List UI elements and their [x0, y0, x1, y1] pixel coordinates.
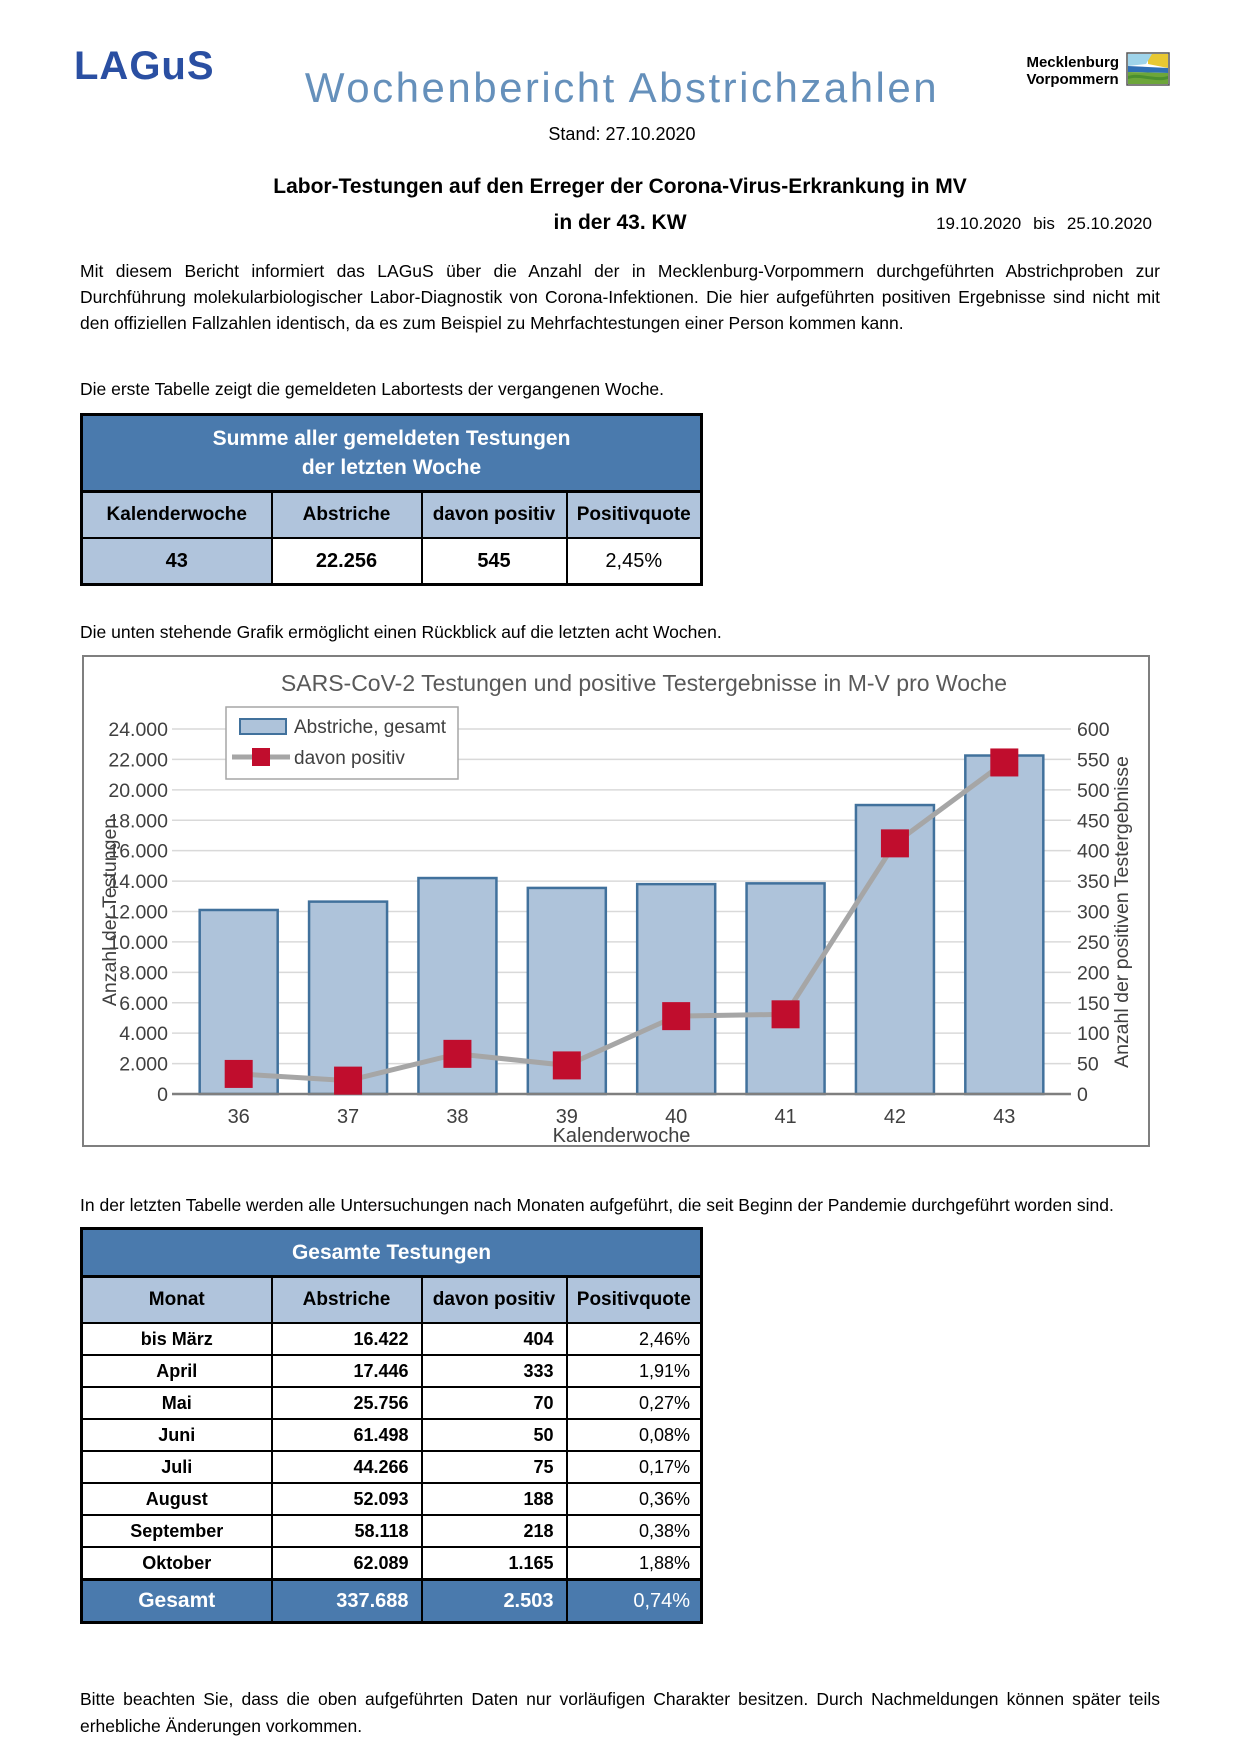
col-header-monat: Monat	[80, 1275, 273, 1325]
footer-note: Bitte beachten Sie, dass die oben aufgef…	[80, 1689, 1160, 1737]
weekly-table-title: Summe aller gemeldeten Testungen der let…	[80, 413, 703, 494]
chart-title: SARS-CoV-2 Testungen und positive Tester…	[281, 670, 1007, 696]
table-row: September 58.118 218 0,38%	[80, 1514, 703, 1549]
table-row: Oktober 62.089 1.165 1,88%	[80, 1546, 703, 1581]
weekly-header-row: Kalenderwoche Abstriche davon positiv Po…	[80, 490, 703, 540]
svg-text:41: 41	[774, 1106, 796, 1128]
line-series-davon-positiv	[238, 760, 1006, 1084]
table-row: Juli 44.266 75 0,17%	[80, 1450, 703, 1485]
mv-landscape-icon	[1126, 52, 1170, 90]
title-block: Wochenbericht Abstrichzahlen Stand: 27.1…	[274, 64, 970, 145]
document-heading: Labor-Testungen auf den Erreger der Coro…	[0, 175, 1240, 235]
chart-caption: Die unten stehende Grafik ermöglicht ein…	[80, 622, 722, 643]
line-markers	[224, 748, 1019, 1096]
svg-text:4.000: 4.000	[119, 1024, 168, 1046]
svg-text:200: 200	[1077, 963, 1110, 985]
svg-text:400: 400	[1077, 841, 1110, 863]
svg-text:6.000: 6.000	[119, 993, 168, 1015]
weekly-table: Summe aller gemeldeten Testungen der let…	[80, 412, 703, 587]
svg-text:20.000: 20.000	[108, 780, 168, 802]
svg-text:600: 600	[1077, 719, 1110, 741]
legend-label-abstriche: Abstriche, gesamt	[294, 717, 447, 738]
svg-text:18.000: 18.000	[108, 811, 168, 833]
y-axis-left-ticks: 0 2.000 4.000 6.000 8.000 10.000 12.000 14.000 1…	[108, 719, 168, 1106]
svg-text:350: 350	[1077, 872, 1110, 894]
table-row: Juni 61.498 50 0,08%	[80, 1418, 703, 1453]
svg-text:43: 43	[993, 1106, 1015, 1128]
col-header-davon-positiv: davon positiv	[420, 490, 568, 540]
col-header-davon-positiv: davon positiv	[420, 1275, 568, 1325]
table-row: bis März 16.422 404 2,46%	[80, 1322, 703, 1357]
svg-text:42: 42	[884, 1106, 906, 1128]
report-title: Wochenbericht Abstrichzahlen	[304, 64, 940, 111]
table-row: April 17.446 333 1,91%	[80, 1354, 703, 1389]
svg-text:39: 39	[556, 1106, 578, 1128]
svg-text:0: 0	[157, 1084, 168, 1106]
svg-text:550: 550	[1077, 750, 1110, 772]
svg-text:500: 500	[1077, 780, 1110, 802]
table-row: Mai 25.756 70 0,27%	[80, 1386, 703, 1421]
legend-swatch-bar	[239, 718, 287, 736]
table-row: August 52.093 188 0,36%	[80, 1482, 703, 1517]
svg-text:450: 450	[1077, 811, 1110, 833]
testungen-chart: SARS-CoV-2 Testungen und positive Tester…	[99, 670, 1133, 1145]
svg-text:10.000: 10.000	[108, 932, 168, 954]
svg-text:40: 40	[665, 1106, 687, 1128]
table1-caption: Die erste Tabelle zeigt die gemeldeten L…	[80, 378, 665, 399]
svg-text:0: 0	[1077, 1084, 1088, 1106]
svg-text:150: 150	[1077, 993, 1110, 1015]
svg-text:24.000: 24.000	[108, 719, 168, 741]
col-header-abstriche: Abstriche	[270, 490, 423, 540]
y-axis-right-ticks: 0 50 100 150 200 250 300 350 400 450 500 550 600	[1077, 719, 1110, 1106]
y-axis-right-label: Anzahl der positiven Testergebnisse	[1111, 757, 1133, 1069]
table2-caption: In der letzten Tabelle werden alle Unter…	[80, 1195, 1114, 1216]
date-range: 19.10.2020 bis 25.10.2020	[936, 214, 1152, 233]
page-header: LAGuS Wochenbericht Abstrichzahlen Stand…	[0, 0, 1240, 145]
mv-logo-text: Mecklenburg Vorpommern	[1026, 53, 1119, 89]
svg-text:50: 50	[1077, 1054, 1099, 1076]
svg-text:16.000: 16.000	[108, 841, 168, 863]
lagus-logo: LAGuS	[74, 44, 215, 88]
heading-line1: Labor-Testungen auf den Erreger der Coro…	[273, 175, 967, 198]
chart-legend: Abstriche, gesamt davon positiv	[225, 706, 459, 781]
svg-text:2.000: 2.000	[119, 1054, 168, 1076]
mv-logo: Mecklenburg Vorpommern	[970, 52, 1170, 90]
weekly-abstriche: 22.256	[270, 537, 423, 586]
col-header-abstriche: Abstriche	[270, 1275, 423, 1325]
svg-text:12.000: 12.000	[108, 902, 168, 924]
total-row: Gesamt 337.688 2.503 0,74%	[80, 1578, 703, 1624]
legend-swatch-marker	[252, 748, 270, 767]
svg-text:14.000: 14.000	[108, 872, 168, 894]
svg-text:22.000: 22.000	[108, 750, 168, 772]
svg-text:38: 38	[446, 1106, 468, 1128]
legend-label-davon-positiv: davon positiv	[294, 748, 405, 769]
svg-text:36: 36	[228, 1106, 250, 1128]
col-header-positivquote: Positivquote	[565, 1275, 703, 1325]
svg-text:37: 37	[337, 1106, 359, 1128]
svg-text:100: 100	[1077, 1024, 1110, 1046]
svg-text:300: 300	[1077, 902, 1110, 924]
intro-paragraph: Mit diesem Bericht informiert das LAGuS …	[80, 261, 1160, 333]
chart-frame: SARS-CoV-2 Testungen und positive Tester…	[82, 655, 1150, 1148]
col-header-positivquote: Positivquote	[565, 490, 703, 540]
svg-text:250: 250	[1077, 932, 1110, 954]
table-row: 43 22.256 545 2,45%	[80, 537, 703, 586]
x-axis-label: Kalenderwoche	[553, 1125, 691, 1145]
weekly-kalenderwoche: 43	[80, 537, 273, 586]
svg-text:8.000: 8.000	[119, 963, 168, 985]
weekly-positivquote: 2,45%	[565, 537, 703, 586]
weekly-davon-positiv: 545	[420, 537, 568, 586]
monthly-table: Gesamte Testungen Monat Abstriche davon …	[80, 1226, 704, 1625]
heading-line2: in der 43. KW	[553, 211, 687, 234]
x-axis-ticks: 36 37 38 39 40 41 42 43	[228, 1106, 1016, 1128]
y-axis-left-label: Anzahl der Testungen	[99, 818, 121, 1006]
monthly-table-title: Gesamte Testungen	[80, 1227, 703, 1279]
stand-date: Stand: 27.10.2020	[548, 124, 696, 144]
monthly-header-row: Monat Abstriche davon positiv Positivquo…	[80, 1275, 703, 1325]
col-header-kalenderwoche: Kalenderwoche	[80, 490, 273, 540]
